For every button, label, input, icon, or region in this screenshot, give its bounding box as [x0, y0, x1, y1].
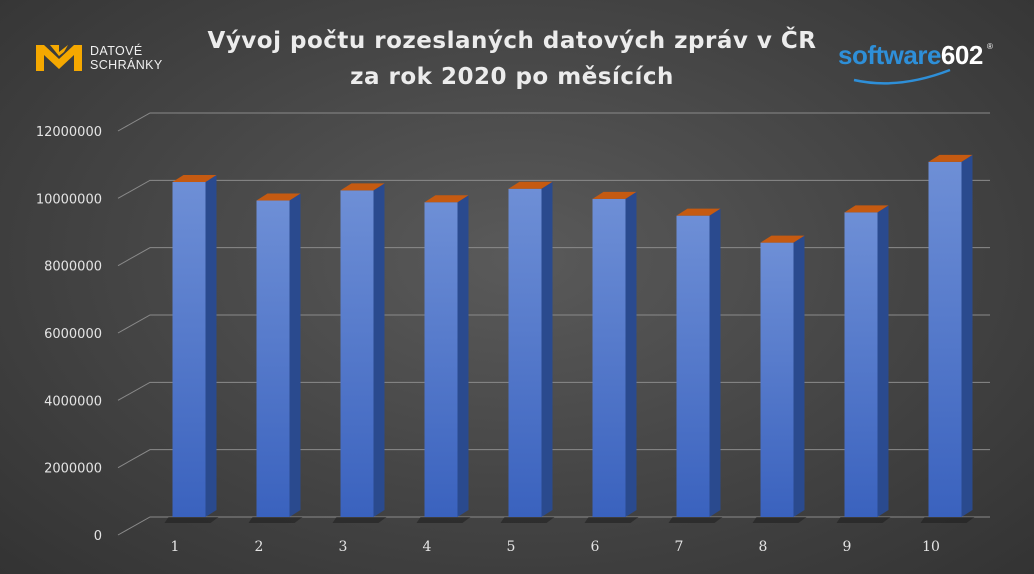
- bar: [676, 215, 710, 517]
- bar-shadow: [248, 517, 303, 523]
- bar: [340, 190, 374, 517]
- chart-title-line-2: za rok 2020 po měsících: [350, 64, 674, 90]
- y-tick-label: 0: [94, 529, 102, 544]
- swoosh-icon: [853, 68, 951, 85]
- x-tick-label: 2: [255, 539, 264, 555]
- bar-side: [625, 191, 637, 517]
- bar-top: [424, 195, 469, 203]
- x-tick-label: 4: [423, 539, 432, 555]
- bar-side: [709, 208, 721, 517]
- bar-side: [961, 154, 973, 518]
- bar-shadow: [920, 517, 975, 523]
- bar-side: [793, 235, 805, 517]
- x-tick-label: 9: [843, 539, 852, 555]
- bar-top: [760, 235, 805, 243]
- x-tick-label: 7: [675, 539, 684, 555]
- bar-top: [172, 175, 217, 183]
- y-tick-label: 12000000: [36, 125, 102, 140]
- bar-side: [877, 205, 889, 518]
- x-tick-label: 10: [922, 539, 940, 555]
- bar-top: [928, 154, 973, 162]
- x-tick-label: 8: [759, 539, 768, 555]
- bar: [760, 242, 794, 517]
- bar: [928, 161, 962, 518]
- gridline: [117, 112, 990, 132]
- bar-top: [256, 193, 301, 201]
- bar: [844, 212, 878, 518]
- bar-top: [340, 183, 385, 191]
- bar-side: [541, 181, 553, 517]
- registered-mark: ®: [987, 42, 993, 51]
- bar-shadow: [416, 517, 471, 523]
- y-tick-label: 4000000: [44, 394, 102, 409]
- bar: [172, 182, 206, 517]
- brand-line-1: DATOVÉ: [90, 44, 143, 58]
- bar-shadow: [836, 517, 891, 523]
- bar: [424, 202, 458, 517]
- bar-shadow: [668, 517, 723, 523]
- x-tick-label: 6: [591, 539, 600, 555]
- x-tick-label: 5: [507, 539, 516, 555]
- brand-line-2: SCHRÁNKY: [90, 58, 163, 72]
- bar: [508, 188, 542, 517]
- x-tick-label: 3: [339, 539, 348, 555]
- bar-shadow: [164, 517, 219, 523]
- y-tick-label: 8000000: [44, 260, 102, 275]
- bar-shadow: [500, 517, 555, 523]
- x-tick-label: 1: [171, 539, 180, 555]
- bar-side: [373, 183, 385, 517]
- bar-top: [592, 191, 637, 199]
- datove-schranky-logo: DATOVÉ SCHRÁNKY: [34, 43, 163, 73]
- bar-top: [676, 208, 721, 216]
- y-tick-label: 2000000: [44, 462, 102, 477]
- bar-side: [457, 195, 469, 517]
- bar-side: [289, 193, 301, 518]
- gridline: [117, 179, 990, 199]
- bar: [592, 198, 626, 517]
- software-number: 602: [940, 40, 983, 70]
- bar-shadow: [584, 517, 639, 523]
- datove-schranky-icon: [36, 45, 82, 71]
- software602-logo: software602 ®: [838, 40, 998, 88]
- bar-side: [205, 175, 217, 517]
- bar-top: [844, 205, 889, 213]
- bar-shadow: [332, 517, 387, 523]
- y-tick-label: 6000000: [44, 327, 102, 342]
- chart-title-line-1: Vývoj počtu rozeslaných datových zpráv v…: [207, 28, 817, 54]
- bar-shadow: [752, 517, 807, 523]
- y-tick-label: 10000000: [36, 192, 102, 207]
- bar: [256, 200, 290, 518]
- bar-top: [508, 181, 553, 189]
- software-word: software: [838, 40, 941, 70]
